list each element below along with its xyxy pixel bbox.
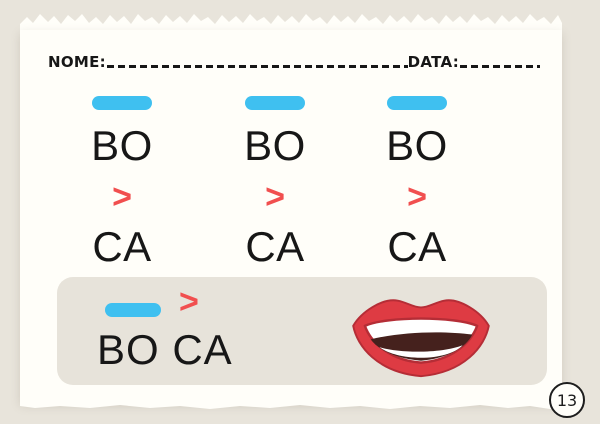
- chevron-arrow-icon: >: [179, 283, 199, 321]
- mouth-illustration: [352, 299, 490, 378]
- syllable-column-2: BO > CA: [215, 96, 335, 268]
- page-number-badge: 13: [549, 382, 585, 418]
- chevron-down-arrow-icon: >: [112, 178, 132, 216]
- chevron-down-arrow-icon: >: [407, 178, 427, 216]
- name-label: NOME:: [48, 53, 106, 71]
- name-fill-line: [106, 65, 408, 68]
- answer-panel: > BO CA: [57, 277, 547, 385]
- chevron-down-arrow-icon: >: [265, 178, 285, 216]
- header-line: NOME: DATA:: [48, 50, 540, 70]
- syllable-bottom: CA: [387, 223, 447, 271]
- torn-paper-edge-top: [20, 14, 562, 33]
- syllable-highlight-bar: [105, 303, 161, 317]
- syllable-top: BO: [91, 122, 153, 169]
- torn-paper-edge-bottom: [20, 402, 562, 409]
- syllable-highlight-bar: [245, 96, 305, 110]
- lower-teeth: [379, 345, 463, 358]
- date-label: DATA:: [407, 53, 459, 71]
- syllable-bottom: CA: [245, 223, 305, 271]
- page-number: 13: [556, 390, 578, 410]
- syllable-top: BO: [244, 122, 306, 169]
- syllable-bottom: CA: [92, 223, 152, 271]
- syllable-top: BO: [386, 122, 448, 169]
- syllable-highlight-bar: [387, 96, 447, 110]
- answer-word: BO CA: [97, 326, 233, 373]
- date-fill-line: [460, 65, 540, 68]
- syllable-column-1: BO > CA: [62, 96, 182, 268]
- syllable-highlight-bar: [92, 96, 152, 110]
- syllable-column-3: BO > CA: [357, 96, 477, 268]
